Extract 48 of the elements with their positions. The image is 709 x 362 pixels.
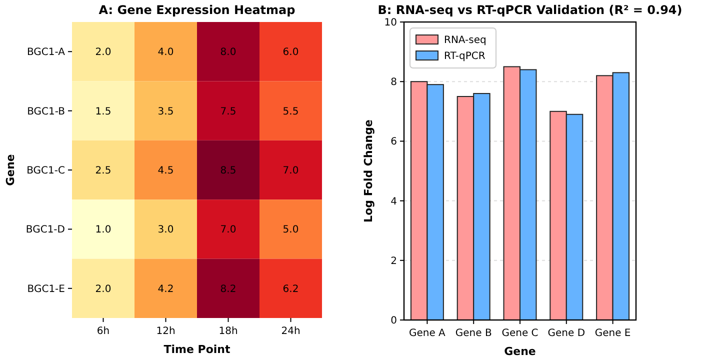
chart-title: A: Gene Expression Heatmap <box>98 3 296 17</box>
x-axis-title: Gene <box>504 345 536 358</box>
x-tick-label: Gene D <box>548 328 586 339</box>
y-tick-label: 6 <box>390 136 397 148</box>
x-tick-label: Gene C <box>502 328 538 339</box>
data-label: 3.5 <box>158 106 174 118</box>
data-label: 8.5 <box>220 166 236 176</box>
x-tick-label: 24h <box>281 326 300 337</box>
y-axis-title: Log Fold Change <box>362 120 375 222</box>
x-tick-label: Gene A <box>408 328 446 339</box>
x-axis-title: Time Point <box>164 343 230 356</box>
data-label: 8.0 <box>220 47 236 58</box>
y-tick-label: 0 <box>390 316 397 326</box>
y-tick-label: BGC1-C <box>26 166 66 176</box>
data-label: 4.2 <box>158 284 174 295</box>
data-label: 1.0 <box>95 224 112 236</box>
data-label: 7.0 <box>282 166 299 176</box>
data-label: 8.2 <box>220 284 236 295</box>
data-label: 7.0 <box>220 224 236 236</box>
x-tick-label: 12h <box>156 326 176 337</box>
x-tick-label: 6h <box>96 326 110 337</box>
y-axis-title: Gene <box>4 154 17 186</box>
data-label: 6.0 <box>282 47 299 58</box>
data-label: 2.0 <box>95 47 112 58</box>
y-tick-label: 8 <box>390 77 397 88</box>
data-label: 5.0 <box>282 224 299 236</box>
data-label: 2.5 <box>95 166 112 176</box>
x-tick-label: Gene E <box>594 328 631 339</box>
legend-label: RNA-seq <box>444 35 486 46</box>
data-label: 2.0 <box>95 284 112 295</box>
data-label: 1.5 <box>95 106 112 118</box>
data-label: 5.5 <box>282 106 299 118</box>
x-tick-label: 18h <box>218 326 238 337</box>
y-tick-label: 2 <box>390 256 397 267</box>
chart-title: B: RNA-seq vs RT-qPCR Validation (R² = 0.94) <box>378 3 682 17</box>
y-tick-label: 4 <box>390 196 397 208</box>
y-tick-label: BGC1-A <box>26 47 66 58</box>
y-tick-label: BGC1-D <box>26 224 66 236</box>
data-label: 7.5 <box>220 106 236 118</box>
y-tick-label: BGC1-E <box>27 284 65 295</box>
x-tick-label: Gene B <box>455 328 492 339</box>
y-tick-label: 10 <box>384 18 397 28</box>
data-label: 4.5 <box>158 166 174 176</box>
data-label: 4.0 <box>158 47 174 58</box>
y-tick-label: BGC1-B <box>27 106 66 118</box>
data-label: 6.2 <box>282 284 299 295</box>
legend-label: RT-qPCR <box>444 51 486 62</box>
data-label: 3.0 <box>158 224 174 236</box>
